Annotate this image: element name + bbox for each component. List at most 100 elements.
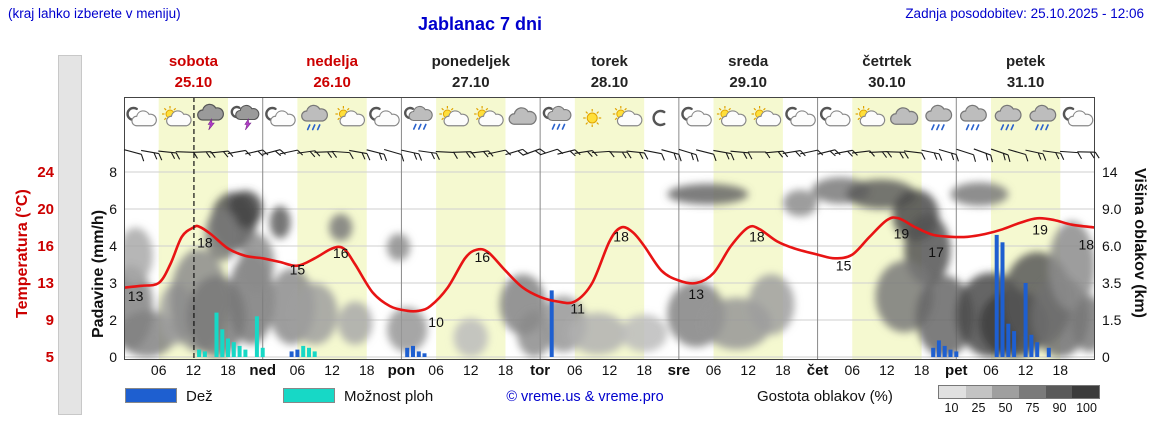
svg-text:pon: pon bbox=[388, 362, 416, 379]
svg-text:13: 13 bbox=[688, 286, 704, 302]
svg-text:18: 18 bbox=[220, 362, 236, 378]
day-date: 30.10 bbox=[868, 74, 906, 91]
sun-cloud-icon bbox=[716, 106, 747, 127]
rain-bar bbox=[1029, 334, 1034, 357]
night-rain-icon bbox=[403, 105, 433, 130]
wind-barb bbox=[141, 149, 163, 161]
day-date: 29.10 bbox=[729, 74, 767, 91]
svg-text:9: 9 bbox=[46, 312, 54, 329]
shower-bar bbox=[226, 338, 230, 357]
svg-text:18: 18 bbox=[498, 362, 514, 378]
svg-text:12: 12 bbox=[186, 362, 202, 378]
copyright-link[interactable]: © vreme.us & vreme.pro bbox=[506, 389, 664, 405]
wind-barb bbox=[678, 148, 699, 162]
sun-cloud-icon bbox=[855, 106, 886, 127]
wind-barbs-row bbox=[123, 148, 1100, 163]
day-date: 31.10 bbox=[1007, 74, 1045, 91]
temperature-curve bbox=[124, 216, 1095, 313]
wind-barb bbox=[1059, 150, 1083, 160]
day-name: četrtek bbox=[862, 53, 912, 70]
wind-barb bbox=[817, 149, 841, 157]
svg-text:18: 18 bbox=[636, 362, 652, 378]
svg-text:3.5: 3.5 bbox=[1102, 275, 1122, 291]
wind-barb bbox=[435, 150, 458, 159]
svg-text:6.0: 6.0 bbox=[1102, 238, 1122, 254]
density-tick-label: 10 bbox=[944, 401, 959, 415]
night-cloud-icon bbox=[369, 106, 400, 127]
wind-barb bbox=[383, 148, 405, 162]
svg-text:19: 19 bbox=[894, 225, 910, 241]
rain-icon bbox=[301, 104, 328, 131]
rain-bar bbox=[942, 345, 947, 357]
wind-barb bbox=[938, 148, 959, 162]
wind-barb bbox=[1008, 148, 1029, 162]
wind-barb bbox=[1077, 151, 1100, 159]
density-segment bbox=[992, 386, 1020, 398]
rain-legend-label: Dež bbox=[186, 388, 213, 405]
shower-legend-swatch bbox=[283, 388, 335, 403]
rain-bar bbox=[405, 347, 410, 358]
day-name: ponedeljek bbox=[432, 53, 511, 70]
svg-text:06: 06 bbox=[428, 362, 444, 378]
svg-text:čet: čet bbox=[807, 362, 829, 379]
svg-text:6: 6 bbox=[109, 201, 117, 217]
night-rain-icon bbox=[542, 105, 572, 130]
svg-text:16: 16 bbox=[333, 245, 349, 261]
cloud-density-layer bbox=[124, 177, 1095, 358]
wind-barb bbox=[730, 150, 753, 160]
rain-bar bbox=[1035, 342, 1040, 357]
night-cloud-icon bbox=[1062, 106, 1094, 127]
wind-barb bbox=[574, 150, 598, 158]
rain-bar bbox=[1023, 283, 1028, 357]
svg-text:10: 10 bbox=[428, 314, 444, 330]
rain-bar bbox=[1012, 331, 1017, 357]
rain-bar bbox=[411, 345, 415, 357]
svg-text:12: 12 bbox=[1018, 362, 1034, 378]
night-cloud-icon bbox=[265, 106, 296, 127]
wind-barb bbox=[158, 150, 181, 160]
svg-text:2: 2 bbox=[109, 312, 117, 328]
wind-barb bbox=[245, 149, 269, 157]
rain-bar bbox=[549, 290, 554, 357]
rain-bar bbox=[416, 351, 421, 357]
page-title: Jablanac 7 dni bbox=[417, 14, 543, 34]
wind-barb bbox=[643, 149, 665, 161]
storm-night-icon bbox=[230, 104, 260, 131]
rain-icon bbox=[994, 104, 1022, 131]
night-cloud-icon bbox=[681, 106, 712, 127]
temperature-scale-strip bbox=[58, 55, 82, 415]
rain-bar bbox=[948, 349, 953, 357]
rain-bar bbox=[289, 351, 294, 357]
svg-text:11: 11 bbox=[570, 301, 585, 317]
moon-icon bbox=[652, 109, 666, 127]
svg-text:9.0: 9.0 bbox=[1102, 201, 1122, 217]
rain-bar bbox=[1006, 323, 1011, 357]
x-axis-ticks: 06 12 18 ned 06 12 18 pon 06 12 18 tor 06 12 18 sre 06 12… bbox=[151, 362, 1068, 379]
day-date: 26.10 bbox=[313, 74, 351, 91]
sun-cloud-icon bbox=[162, 106, 192, 127]
wind-barb bbox=[609, 151, 632, 159]
wind-barb bbox=[314, 151, 338, 159]
shower-bar bbox=[307, 347, 311, 358]
svg-text:06: 06 bbox=[290, 362, 306, 378]
shower-legend-label: Možnost ploh bbox=[344, 388, 434, 405]
svg-text:19: 19 bbox=[1032, 221, 1048, 237]
plot-frame bbox=[124, 97, 1095, 360]
svg-text:18: 18 bbox=[359, 362, 375, 378]
wind-barb bbox=[349, 149, 371, 161]
location-hint[interactable]: (kraj lahko izberete v meniju) bbox=[8, 6, 181, 21]
wind-barb bbox=[418, 150, 440, 160]
wind-barb bbox=[175, 151, 198, 159]
sun-cloud-icon bbox=[751, 106, 782, 127]
rain-bar bbox=[994, 234, 999, 357]
svg-text:tor: tor bbox=[530, 362, 550, 379]
day-name: petek bbox=[1006, 53, 1046, 70]
rain-bar bbox=[936, 340, 941, 357]
svg-text:06: 06 bbox=[845, 362, 861, 378]
wind-barb bbox=[903, 150, 926, 160]
day-date: 27.10 bbox=[452, 74, 490, 91]
density-tick-label: 25 bbox=[971, 401, 986, 415]
svg-text:4: 4 bbox=[109, 238, 117, 254]
cloud-icon bbox=[508, 107, 537, 125]
